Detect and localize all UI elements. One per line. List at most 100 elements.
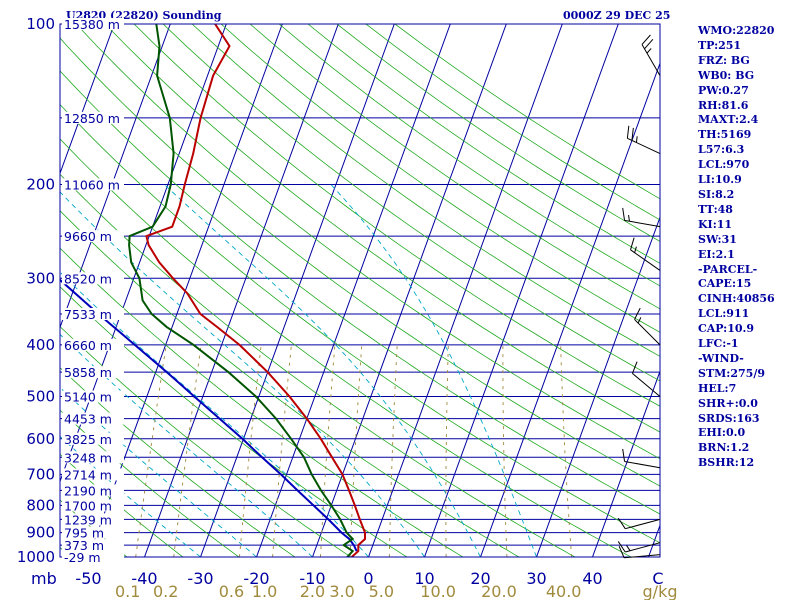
index-item: BRN:1.2: [698, 441, 750, 455]
index-item: SRDS:163: [698, 411, 760, 425]
index-item: -PARCEL-: [698, 262, 758, 276]
height-label-bg: [62, 484, 124, 497]
dry-adiabat: [220, 24, 660, 333]
mixing-ratio-unit: g/kg: [643, 582, 678, 600]
plot-frame: [59, 23, 661, 558]
temperature-tick-label: 10: [414, 569, 434, 588]
moist-adiabat: [330, 184, 537, 557]
isotherm-line: [200, 24, 395, 557]
dry-adiabat: [0, 24, 15, 557]
mixing-ratio-label: 2.0: [300, 582, 325, 600]
index-item: CAPE:15: [698, 277, 752, 291]
index-item: LI:10.9: [698, 173, 742, 187]
index-item: BSHR:12: [698, 456, 755, 470]
mixing-ratio-label: 5.0: [369, 582, 394, 600]
height-label-bg: [62, 468, 124, 481]
moist-adiabat: [60, 333, 313, 557]
index-item: FRZ: BG: [698, 53, 750, 67]
height-label: 5858 m: [64, 365, 112, 380]
sounding-time: 0000Z 29 DEC 25: [563, 9, 671, 22]
height-label: 373 m: [64, 538, 104, 553]
index-item: SW:31: [698, 232, 737, 246]
isotherm-line: [256, 24, 451, 557]
index-item: EHI:0.0: [698, 426, 746, 440]
index-item: LCL:970: [698, 158, 750, 172]
index-item: WMO:22820: [698, 24, 775, 37]
index-item: KI:11: [698, 217, 733, 231]
height-label: 1700 m: [64, 498, 112, 513]
moist-adiabat: [60, 271, 369, 557]
isotherm-line: [424, 24, 619, 557]
height-label-bg: [62, 451, 124, 464]
height-label-bg: [62, 390, 124, 403]
index-item: TH:5169: [698, 128, 752, 142]
dry-adiabat: [336, 24, 660, 242]
temperature-tick-label: -40: [131, 569, 157, 588]
dry-adiabat: [60, 247, 464, 557]
height-label-bg: [62, 338, 124, 351]
index-item: RH:81.6: [698, 98, 749, 112]
dry-adiabat: [60, 326, 352, 557]
height-label: 7533 m: [64, 307, 112, 322]
index-item: -WIND-: [698, 351, 744, 365]
stability-indices: WMO:22820 TP:251 FRZ: BG WB0: BG PW:0.27 RH:8…: [698, 24, 775, 471]
mixing-ratio-line: [272, 344, 292, 557]
dry-adiabat: [75, 24, 660, 460]
index-item: STM:275/9: [698, 366, 765, 380]
isotherm-line: [60, 24, 227, 483]
wind-barb: [617, 517, 661, 530]
dry-adiabat: [60, 453, 184, 557]
height-label-bg: [62, 526, 124, 539]
height-label: 1239 m: [64, 512, 112, 527]
wind-barb: [622, 207, 661, 228]
mixing-ratio-label: 1.0: [252, 582, 277, 600]
height-label: 3248 m: [64, 450, 112, 465]
mixing-ratio-line: [319, 344, 336, 557]
mixing-ratio-label: 40.0: [546, 582, 582, 600]
index-item: L57:6.3: [698, 143, 745, 157]
wind-barb: [630, 237, 661, 271]
dry-adiabat: [191, 24, 660, 357]
temperature-unit-label: C: [652, 569, 663, 588]
moist-adiabat: [163, 184, 481, 557]
height-label: 5140 m: [64, 390, 112, 405]
height-label-bg: [62, 307, 124, 320]
dry-adiabat: [60, 138, 632, 557]
dry-adiabat: [60, 37, 660, 487]
height-label: -29 m: [64, 550, 101, 565]
mixing-ratio-line: [388, 344, 398, 557]
pressure-label: 200: [26, 175, 55, 193]
dry-adiabat: [60, 70, 660, 515]
isotherm-line: [312, 24, 507, 557]
pressure-label: 500: [26, 388, 55, 406]
mixing-ratio-label: 0.6: [219, 582, 244, 600]
index-item: WB0: BG: [698, 68, 755, 82]
mixing-ratio-label: 3.0: [329, 582, 354, 600]
index-item: TT:48: [698, 202, 733, 216]
temperature-tick-label: -10: [299, 569, 325, 588]
mixing-ratio-line: [560, 344, 573, 557]
dewpoint-trace: [128, 24, 355, 557]
pressure-label: 1000: [17, 548, 55, 566]
pressure-label: 300: [26, 269, 55, 287]
height-label-bg: [62, 272, 124, 285]
isotherm-line: [592, 369, 660, 557]
mixing-ratio-label: 0.2: [153, 582, 178, 600]
height-label: 3825 m: [64, 432, 112, 447]
mixing-ratio-label: 10.0: [420, 582, 456, 600]
index-item: PW:0.27: [698, 83, 749, 97]
height-label-bg: [62, 18, 124, 30]
wind-barb: [634, 307, 661, 346]
pressure-label: 800: [26, 496, 55, 514]
dry-adiabat: [249, 24, 660, 310]
temperature-tick-label: -30: [187, 569, 213, 588]
height-label: 6660 m: [64, 338, 112, 353]
mixing-ratio-line: [349, 344, 363, 557]
height-label: 9660 m: [64, 229, 112, 244]
pressure-unit-label: mb: [31, 569, 57, 588]
temperature-tick-label: 20: [470, 569, 490, 588]
wind-barb: [641, 34, 661, 76]
moist-adiabat: [60, 191, 425, 557]
wind-barb: [626, 125, 661, 154]
